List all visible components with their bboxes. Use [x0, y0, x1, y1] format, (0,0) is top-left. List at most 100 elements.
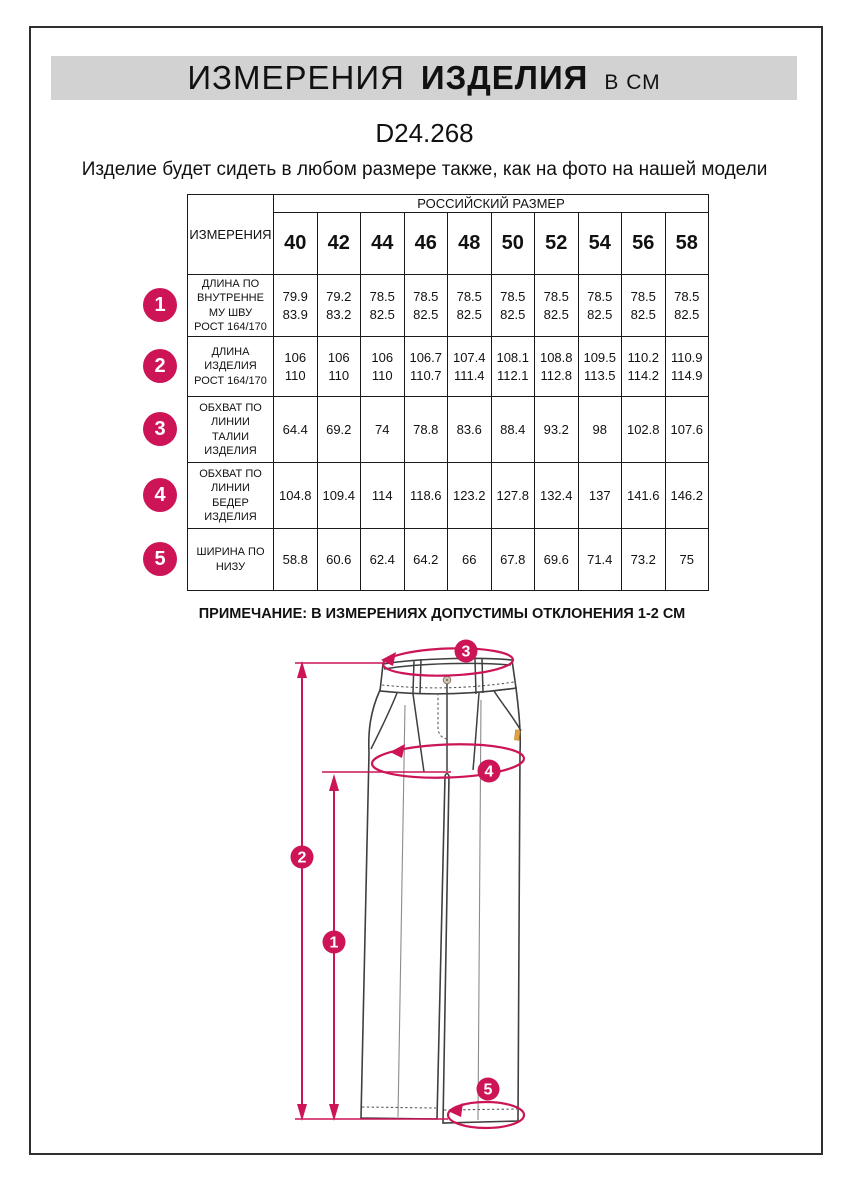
value-cell: 73.2 [621, 528, 666, 591]
value-cell: 78.5 82.5 [534, 274, 579, 337]
value-cell: 67.8 [490, 528, 535, 591]
waistband-stitch [381, 681, 515, 689]
row-label: ОБХВАТ ПО ЛИНИИ ТАЛИИ ИЗДЕЛИЯ [187, 396, 274, 463]
diagram-marker-4: 4 [477, 759, 501, 783]
measurements-table: ИЗМЕРЕНИЯ РОССИЙСКИЙ РАЗМЕР 40 42 44 46 … [187, 194, 709, 591]
marker-4-arrowhead [390, 744, 405, 758]
pocket-right [493, 690, 522, 732]
value-cell: 64.4 [273, 396, 318, 463]
svg-text:5: 5 [484, 1082, 493, 1099]
marker-2-arrow [297, 661, 307, 1121]
value-cell: 58.8 [273, 528, 318, 591]
trousers-technical-drawing: 2 1 3 4 5 [290, 639, 526, 1130]
table-row: ШИРИНА ПО НИЗУ 58.8 60.6 62.4 64.2 66 67… [187, 528, 709, 591]
value-cell: 123.2 [447, 462, 492, 529]
value-cell: 106 110 [316, 336, 361, 397]
size-header: 44 [360, 212, 405, 275]
value-cell: 137 [577, 462, 622, 529]
value-cell: 75 [664, 528, 709, 591]
row-marker-5: 5 [143, 542, 177, 576]
row-label: ДЛИНА ИЗДЕЛИЯ РОСТ 164/170 [187, 336, 274, 397]
title-measurements: ИЗМЕРЕНИЯ [187, 59, 405, 96]
row-label: ДЛИНА ПО ВНУТРЕННЕ МУ ШВУ РОСТ 164/170 [187, 274, 274, 337]
value-cell: 109.4 [316, 462, 361, 529]
value-cell: 118.6 [403, 462, 448, 529]
value-cell: 78.5 82.5 [621, 274, 666, 337]
value-cell: 141.6 [621, 462, 666, 529]
value-cell: 78.5 82.5 [577, 274, 622, 337]
marker-4-ellipse [370, 743, 526, 779]
value-cell: 107.4 111.4 [447, 336, 492, 397]
value-cell: 78.5 82.5 [403, 274, 448, 337]
value-cell: 62.4 [360, 528, 405, 591]
table-row: ОБХВАТ ПО ЛИНИИ ТАЛИИ ИЗДЕЛИЯ 64.4 69.2 … [187, 396, 709, 463]
pleat-right [472, 692, 480, 771]
value-cell: 83.6 [447, 396, 492, 463]
subtitle-text: Изделие будет сидеть в любом размере так… [81, 159, 768, 180]
marker-3-arrowhead [381, 652, 396, 666]
size-header: 42 [316, 212, 361, 275]
value-cell: 79.2 83.2 [316, 274, 361, 337]
size-header: 58 [664, 212, 709, 275]
waistband-inner-line [383, 662, 512, 670]
size-header: 52 [534, 212, 579, 275]
product-code: D24.268 [375, 118, 474, 148]
crease-left [397, 704, 406, 1118]
button-center [445, 678, 449, 682]
trousers-sketch [360, 657, 522, 1124]
diagram-marker-1: 1 [322, 930, 346, 954]
value-cell: 104.8 [273, 462, 318, 529]
value-cell: 110.9 114.9 [664, 336, 709, 397]
svg-text:3: 3 [462, 644, 471, 661]
row-label: ШИРИНА ПО НИЗУ [187, 528, 274, 591]
size-header: 48 [447, 212, 492, 275]
value-cell: 132.4 [534, 462, 579, 529]
value-cell: 108.1 112.1 [490, 336, 535, 397]
diagram-marker-5: 5 [476, 1077, 500, 1101]
value-cell: 71.4 [577, 528, 622, 591]
row-marker-4: 4 [143, 478, 177, 512]
belt-loop-left [412, 658, 422, 695]
value-cell: 108.8 112.8 [534, 336, 579, 397]
value-cell: 78.5 82.5 [490, 274, 535, 337]
page-border-frame [29, 26, 823, 1155]
svg-text:1: 1 [330, 935, 339, 952]
tolerance-note: ПРИМЕЧАНИЕ: В ИЗМЕРЕНИЯХ ДОПУСТИМЫ ОТКЛО… [198, 606, 686, 622]
value-cell: 106 110 [360, 336, 405, 397]
table-row: ДЛИНА ИЗДЕЛИЯ РОСТ 164/170 106 110 106 1… [187, 336, 709, 397]
svg-text:4: 4 [485, 764, 494, 781]
value-cell: 102.8 [621, 396, 666, 463]
value-cell: 107.6 [664, 396, 709, 463]
value-cell: 88.4 [490, 396, 535, 463]
value-cell: 93.2 [534, 396, 579, 463]
marker-5-ellipse [446, 1100, 526, 1130]
belt-loop-right [474, 658, 484, 695]
value-cell: 78.5 82.5 [447, 274, 492, 337]
value-cell: 78.5 82.5 [360, 274, 405, 337]
table-corner-label: ИЗМЕРЕНИЯ [187, 194, 274, 275]
measurement-annotations: 2 1 3 4 5 [290, 639, 526, 1130]
size-header: 40 [273, 212, 318, 275]
value-cell: 98 [577, 396, 622, 463]
title-unit: В СМ [604, 71, 661, 94]
diagram-marker-3: 3 [454, 639, 478, 663]
value-cell: 69.6 [534, 528, 579, 591]
table-row: ДЛИНА ПО ВНУТРЕННЕ МУ ШВУ РОСТ 164/170 7… [187, 274, 709, 337]
brand-tag [514, 729, 521, 741]
value-cell: 127.8 [490, 462, 535, 529]
marker-3-ellipse [381, 647, 515, 677]
row-marker-2: 2 [143, 349, 177, 383]
size-group-header: РОССИЙСКИЙ РАЗМЕР [273, 194, 709, 213]
value-cell: 79.9 83.9 [273, 274, 318, 337]
value-cell: 109.5 113.5 [577, 336, 622, 397]
fly-stitch [437, 693, 448, 740]
title-band: ИЗМЕРЕНИЯ ИЗДЕЛИЯ В СМ [51, 56, 797, 100]
diagram-marker-2: 2 [290, 845, 314, 869]
table-row: ОБХВАТ ПО ЛИНИИ БЕДЕР ИЗДЕЛИЯ 104.8 109.… [187, 462, 709, 529]
value-cell: 66 [447, 528, 492, 591]
size-header: 54 [577, 212, 622, 275]
svg-text:2: 2 [298, 850, 307, 867]
row-marker-3: 3 [143, 412, 177, 446]
value-cell: 64.2 [403, 528, 448, 591]
